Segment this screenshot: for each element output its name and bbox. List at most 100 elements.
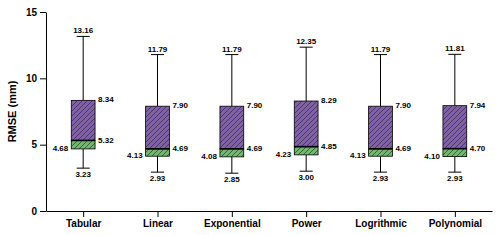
median-line: [369, 148, 393, 150]
box: [71, 36, 95, 168]
marks: [71, 36, 466, 173]
chart: 0 5 10 15 Tabular Linear Exponential Power Logri…: [0, 0, 500, 235]
whisker-low: [231, 157, 232, 173]
data-label: 2.93: [373, 174, 389, 183]
whisker-low: [83, 149, 84, 168]
cap-high: [151, 54, 164, 55]
cap-low: [151, 172, 164, 173]
x-tick-mark: [306, 211, 307, 217]
x-tick: Power: [292, 211, 322, 229]
x-tick: Exponential: [204, 211, 261, 229]
median-line: [443, 148, 467, 150]
x-tick-mark: [381, 211, 382, 217]
y-axis: 0 5 10 15: [26, 7, 47, 217]
y-tick-label: 5: [31, 139, 37, 150]
y-tick-label: 15: [26, 7, 38, 18]
data-label: 13.16: [73, 26, 94, 35]
box-upper: [443, 106, 467, 149]
x-tick: Tabular: [66, 211, 101, 229]
data-label: 11.79: [222, 45, 242, 54]
y-axis-line: [46, 13, 47, 212]
median-line: [146, 148, 170, 150]
data-label: 7.90: [247, 101, 263, 110]
data-label: 4.70: [470, 144, 486, 153]
cap-high: [448, 54, 461, 55]
cap-high: [374, 54, 387, 55]
box-upper: [71, 100, 95, 140]
cap-low: [300, 171, 313, 172]
box-upper: [369, 106, 393, 149]
data-labels: 13.168.345.324.683.2311.797.904.694.132.…: [53, 26, 486, 183]
cap-low: [448, 172, 461, 173]
x-tick-mark: [455, 211, 456, 217]
whisker-low: [157, 156, 158, 172]
x-tick: Logrithmic: [355, 211, 407, 229]
x-tick-label: Exponential: [204, 218, 261, 229]
y-tick-mark: [40, 12, 46, 13]
box: [369, 55, 393, 173]
whisker-high: [231, 55, 232, 107]
data-label: 4.10: [424, 152, 440, 161]
y-tick-label: 10: [26, 73, 38, 84]
y-tick-label: 0: [31, 206, 37, 217]
data-label: 7.90: [172, 101, 188, 110]
plot: 0 5 10 15 Tabular Linear Exponential Power Logri…: [26, 7, 493, 229]
y-tick: 10: [26, 73, 46, 84]
cap-high: [77, 36, 90, 37]
box-upper: [220, 106, 244, 149]
x-tick-mark: [83, 211, 84, 217]
data-label: 12.35: [296, 37, 317, 46]
x-tick-label: Power: [292, 218, 322, 229]
x-tick-mark: [232, 211, 233, 217]
box-lower: [294, 147, 318, 155]
box: [146, 55, 170, 173]
box-upper: [294, 101, 318, 147]
data-label: 7.90: [395, 101, 411, 110]
box-upper: [146, 106, 170, 149]
x-tick-label: Tabular: [66, 218, 101, 229]
x-tick: Polynomial: [429, 211, 483, 229]
y-tick: 5: [31, 139, 46, 150]
data-label: 4.69: [395, 144, 411, 153]
median-line: [71, 140, 95, 142]
data-label: 4.13: [127, 151, 143, 160]
data-label: 4.68: [53, 144, 69, 153]
whisker-high: [83, 36, 84, 100]
x-tick-label: Logrithmic: [355, 218, 407, 229]
data-label: 2.93: [150, 174, 166, 183]
y-tick-mark: [40, 145, 46, 146]
box-lower: [220, 149, 244, 157]
x-tick-label: Polynomial: [429, 218, 483, 229]
data-label: 4.69: [172, 144, 188, 153]
whisker-high: [306, 47, 307, 101]
box: [220, 55, 244, 174]
y-tick-mark: [40, 78, 46, 79]
y-tick-mark: [40, 211, 46, 212]
box-lower: [443, 149, 467, 157]
median-line: [294, 146, 318, 148]
data-label: 4.85: [321, 142, 337, 151]
y-tick: 15: [26, 7, 46, 18]
data-label: 3.00: [298, 173, 314, 182]
data-label: 5.32: [98, 136, 114, 145]
cap-low: [225, 173, 238, 174]
whisker-low: [454, 157, 455, 173]
cap-high: [300, 47, 313, 48]
y-tick: 0: [31, 206, 46, 217]
box: [443, 54, 467, 172]
cap-low: [374, 172, 387, 173]
whisker-low: [380, 156, 381, 172]
x-tick: Linear: [143, 211, 173, 229]
whisker-high: [454, 54, 455, 105]
median-line: [220, 148, 244, 150]
data-label: 4.13: [350, 151, 366, 160]
whisker-low: [306, 155, 307, 171]
data-label: 7.94: [470, 101, 486, 110]
data-label: 2.93: [447, 174, 463, 183]
data-label: 4.08: [201, 152, 217, 161]
x-tick-label: Linear: [143, 218, 173, 229]
whisker-high: [157, 55, 158, 107]
cap-low: [77, 168, 90, 169]
data-label: 8.34: [98, 95, 114, 104]
data-label: 2.85: [224, 175, 240, 184]
